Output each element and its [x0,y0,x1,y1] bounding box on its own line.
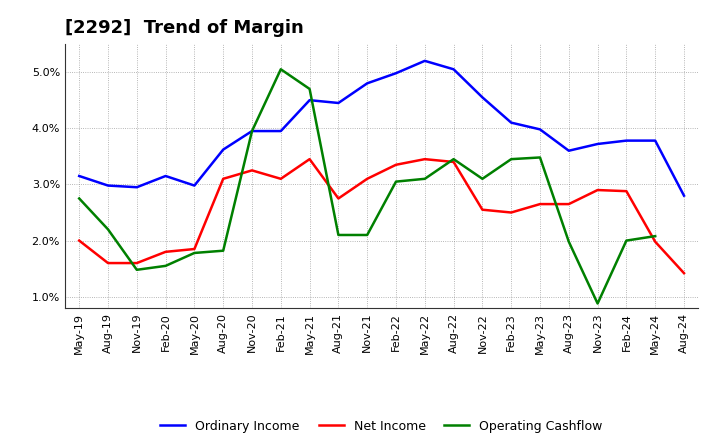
Ordinary Income [392,70,400,76]
Operating Cashflow [478,176,487,181]
Ordinary Income [75,173,84,179]
Net Income [75,238,84,243]
Ordinary Income [564,148,573,154]
Net Income [420,157,429,162]
Ordinary Income [276,128,285,134]
Net Income [478,207,487,213]
Ordinary Income [190,183,199,188]
Ordinary Income [161,173,170,179]
Net Income [334,196,343,201]
Ordinary Income [305,98,314,103]
Operating Cashflow [161,263,170,268]
Net Income [536,202,544,207]
Net Income [190,246,199,252]
Net Income [161,249,170,254]
Operating Cashflow [622,238,631,243]
Line: Ordinary Income: Ordinary Income [79,61,684,196]
Ordinary Income [420,58,429,63]
Ordinary Income [219,147,228,152]
Net Income [651,239,660,244]
Operating Cashflow [507,157,516,162]
Net Income [276,176,285,181]
Net Income [564,202,573,207]
Net Income [219,176,228,181]
Operating Cashflow [334,232,343,238]
Net Income [593,187,602,193]
Net Income [680,271,688,276]
Ordinary Income [248,128,256,134]
Operating Cashflow [536,155,544,160]
Ordinary Income [536,127,544,132]
Net Income [104,260,112,266]
Ordinary Income [363,81,372,86]
Ordinary Income [334,100,343,106]
Operating Cashflow [392,179,400,184]
Operating Cashflow [305,86,314,92]
Ordinary Income [478,95,487,100]
Net Income [248,168,256,173]
Operating Cashflow [449,157,458,162]
Ordinary Income [622,138,631,143]
Operating Cashflow [248,128,256,134]
Net Income [132,260,141,266]
Ordinary Income [680,193,688,198]
Operating Cashflow [363,232,372,238]
Ordinary Income [449,66,458,72]
Ordinary Income [507,120,516,125]
Ordinary Income [104,183,112,188]
Legend: Ordinary Income, Net Income, Operating Cashflow: Ordinary Income, Net Income, Operating C… [156,414,608,437]
Net Income [507,210,516,215]
Operating Cashflow [104,227,112,232]
Net Income [363,176,372,181]
Operating Cashflow [276,66,285,72]
Ordinary Income [132,185,141,190]
Operating Cashflow [564,239,573,244]
Operating Cashflow [219,248,228,253]
Ordinary Income [593,141,602,147]
Operating Cashflow [420,176,429,181]
Net Income [449,159,458,165]
Ordinary Income [651,138,660,143]
Operating Cashflow [593,301,602,306]
Operating Cashflow [75,196,84,201]
Operating Cashflow [651,234,660,239]
Text: [2292]  Trend of Margin: [2292] Trend of Margin [65,19,304,37]
Line: Net Income: Net Income [79,159,684,273]
Line: Operating Cashflow: Operating Cashflow [79,69,655,304]
Net Income [305,157,314,162]
Net Income [622,188,631,194]
Net Income [392,162,400,167]
Operating Cashflow [132,267,141,272]
Operating Cashflow [190,250,199,256]
